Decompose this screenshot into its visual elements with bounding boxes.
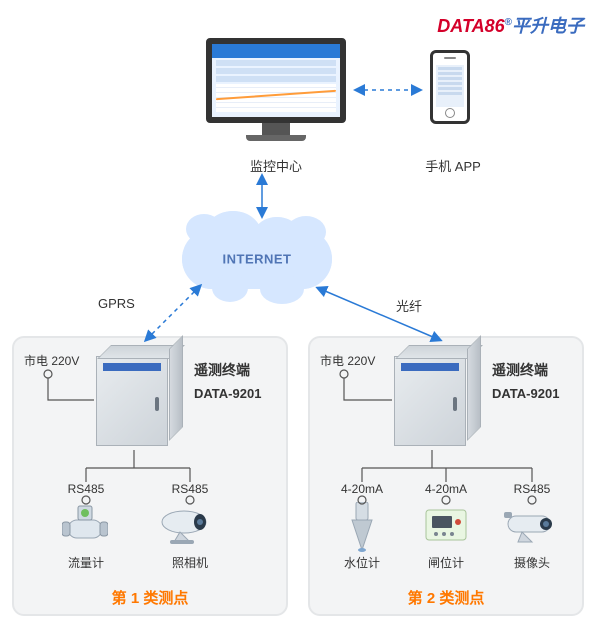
right-terminal-icon bbox=[394, 356, 478, 456]
flowmeter-icon bbox=[62, 504, 108, 548]
monitor-icon bbox=[206, 38, 346, 138]
right-dev1-name: 水位计 bbox=[332, 554, 392, 571]
fiber-label: 光纤 bbox=[396, 296, 422, 315]
cloud-icon: INTERNET bbox=[182, 222, 332, 296]
right-terminal-name: 遥测终端 bbox=[492, 360, 548, 380]
left-dev2-proto: RS485 bbox=[160, 482, 220, 496]
camera-icon bbox=[160, 506, 218, 546]
phone-icon bbox=[430, 50, 470, 124]
brand-logo: DATA86®平升电子 bbox=[437, 12, 584, 38]
right-dev3-name: 摄像头 bbox=[502, 554, 562, 571]
left-dev1-name: 流量计 bbox=[56, 554, 116, 571]
left-dev1-proto: RS485 bbox=[56, 482, 116, 496]
water-level-icon bbox=[344, 502, 380, 554]
cloud-label: INTERNET bbox=[182, 252, 332, 267]
monitor-label: 监控中心 bbox=[206, 156, 346, 175]
bullet-camera-icon bbox=[504, 508, 562, 546]
panel-left-title: 第 1 类测点 bbox=[14, 587, 286, 608]
panel-right-title: 第 2 类测点 bbox=[310, 587, 582, 608]
left-terminal-icon bbox=[96, 356, 180, 456]
brand-reg: ® bbox=[505, 17, 512, 28]
right-power-label: 市电 220V bbox=[320, 352, 375, 369]
phone-label: 手机 APP bbox=[408, 156, 498, 175]
brand-suffix: 平升电子 bbox=[512, 16, 584, 36]
gprs-label: GPRS bbox=[98, 296, 135, 311]
left-dev2-name: 照相机 bbox=[160, 554, 220, 571]
left-power-label: 市电 220V bbox=[24, 352, 79, 369]
right-dev3-proto: RS485 bbox=[502, 482, 562, 496]
right-dev2-name: 闸位计 bbox=[416, 554, 476, 571]
right-dev2-proto: 4-20mA bbox=[416, 482, 476, 496]
right-dev1-proto: 4-20mA bbox=[332, 482, 392, 496]
left-terminal-name: 遥测终端 bbox=[194, 360, 250, 380]
gate-meter-icon bbox=[424, 506, 468, 548]
right-terminal-model: DATA-9201 bbox=[492, 386, 559, 401]
brand-prefix: DATA86 bbox=[437, 16, 504, 36]
left-terminal-model: DATA-9201 bbox=[194, 386, 261, 401]
